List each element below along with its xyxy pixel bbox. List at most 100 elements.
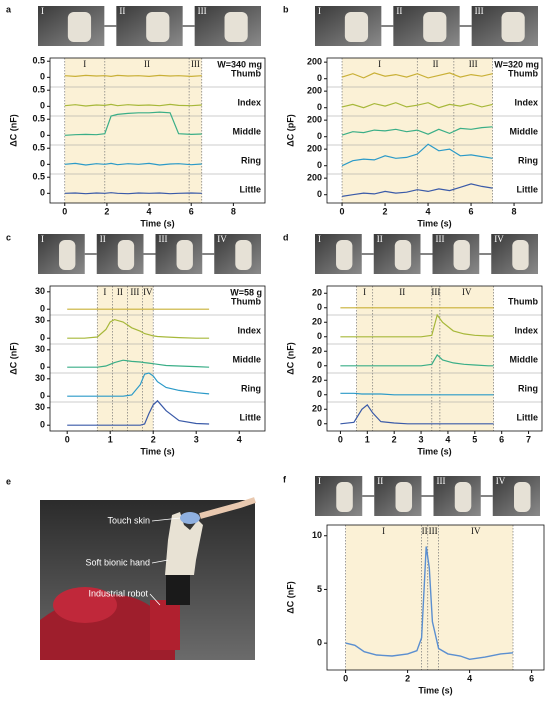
panel-letter: b	[283, 4, 289, 14]
y-tick-label: 0	[317, 102, 322, 112]
x-tick-label: 4	[237, 434, 242, 444]
y-tick-label: 200	[307, 144, 322, 154]
x-tick-label: 8	[512, 206, 517, 216]
panel-letter: d	[283, 232, 289, 242]
y-tick-label: 30	[35, 286, 45, 296]
phase-label: II	[399, 287, 405, 297]
pointer	[151, 517, 181, 522]
hand	[512, 240, 529, 270]
x-axis-label: Time (s)	[140, 446, 174, 456]
panel-letter: f	[283, 474, 287, 484]
y-tick-label: 0.5	[32, 85, 45, 95]
y-tick-label: 0	[40, 391, 45, 401]
hand	[336, 240, 353, 270]
legend-label: Index	[514, 325, 538, 335]
annotation: W=320 mg	[494, 59, 539, 69]
series-line	[340, 392, 494, 396]
panel-letter: e	[6, 476, 11, 486]
x-tick-label: 0	[338, 434, 343, 444]
x-tick-label: 3	[194, 434, 199, 444]
y-tick-label: 0.5	[32, 56, 45, 66]
y-tick-label: 20	[312, 288, 322, 298]
phase-label: I	[103, 287, 106, 297]
plot-frame	[326, 285, 543, 432]
x-tick-label: 4	[426, 206, 431, 216]
photo-label: III	[159, 234, 168, 244]
series-line	[340, 313, 494, 338]
legend-label: Little	[240, 412, 262, 422]
y-tick-label: 30	[35, 402, 45, 412]
photo-label: I	[318, 234, 321, 244]
x-axis-label: Time (s)	[417, 218, 451, 228]
y-tick-label: 0	[317, 73, 322, 83]
legend-label: Ring	[241, 155, 261, 165]
x-tick-label: 0	[65, 434, 70, 444]
plot-frame	[326, 524, 545, 671]
annotation: W=340 mg	[217, 59, 262, 69]
series-line	[67, 359, 210, 368]
photo-label: Touch skin	[107, 515, 150, 525]
phase-label: IV	[462, 287, 472, 297]
legend-label: Thumb	[231, 296, 261, 306]
legend-label: Index	[237, 325, 261, 335]
series-line	[64, 103, 202, 107]
legend-label: Ring	[518, 155, 538, 165]
x-tick-label: 2	[405, 673, 410, 683]
y-tick-label: 20	[312, 375, 322, 385]
series-line	[64, 74, 202, 78]
legend-label: Index	[514, 97, 538, 107]
x-tick-label: 0	[62, 206, 67, 216]
hand	[394, 240, 412, 270]
x-tick-label: 2	[104, 206, 109, 216]
y-tick-label: 30	[35, 373, 45, 383]
y-axis-label: ΔC (pF)	[285, 114, 295, 146]
y-tick-label: 0	[40, 159, 45, 169]
y-tick-label: 0	[317, 189, 322, 199]
x-tick-label: 6	[189, 206, 194, 216]
series-line	[340, 353, 494, 367]
series-line	[341, 126, 493, 136]
phase-label: IV	[143, 287, 153, 297]
y-tick-label: 5	[317, 584, 322, 594]
hand	[423, 12, 447, 42]
robot-wrist	[150, 600, 180, 650]
photo-label: III	[475, 6, 484, 16]
y-tick-label: 0	[317, 160, 322, 170]
bionic-hand	[165, 512, 203, 575]
legend-label: Little	[240, 184, 262, 194]
photo-panel: e Touch skin Soft bionic hand Industrial…	[6, 476, 256, 660]
hand	[67, 12, 92, 42]
phase-label: II	[144, 59, 150, 69]
hand	[117, 240, 135, 270]
legend-label: Middle	[233, 354, 262, 364]
x-tick-label: 3	[419, 434, 424, 444]
plot-frame	[49, 285, 266, 432]
y-tick-label: 200	[307, 115, 322, 125]
x-tick-label: 5	[472, 434, 477, 444]
y-tick-label: 0	[317, 331, 322, 341]
y-tick-label: 0	[317, 418, 322, 428]
photo-label: II	[119, 6, 125, 16]
legend-label: Ring	[241, 383, 261, 393]
phase-label: IV	[471, 526, 481, 536]
series-line	[340, 404, 494, 425]
phase-label: III	[191, 59, 200, 69]
photo-label: Industrial robot	[88, 588, 148, 598]
legend-label: Middle	[233, 126, 262, 136]
series-line	[64, 192, 202, 195]
phase-label: II	[422, 526, 428, 536]
phase-label: I	[83, 59, 86, 69]
series-line	[64, 162, 202, 166]
annotation: W=58 g	[230, 287, 262, 297]
y-tick-label: 30	[35, 344, 45, 354]
hand	[395, 482, 413, 512]
x-tick-label: 8	[231, 206, 236, 216]
hand	[224, 12, 248, 42]
photo-label: Soft bionic hand	[85, 557, 150, 567]
photo-label: I	[41, 234, 44, 244]
y-tick-label: 10	[312, 530, 322, 540]
photo-label: II	[377, 234, 383, 244]
y-tick-label: 200	[307, 173, 322, 183]
x-tick-label: 6	[529, 673, 534, 683]
